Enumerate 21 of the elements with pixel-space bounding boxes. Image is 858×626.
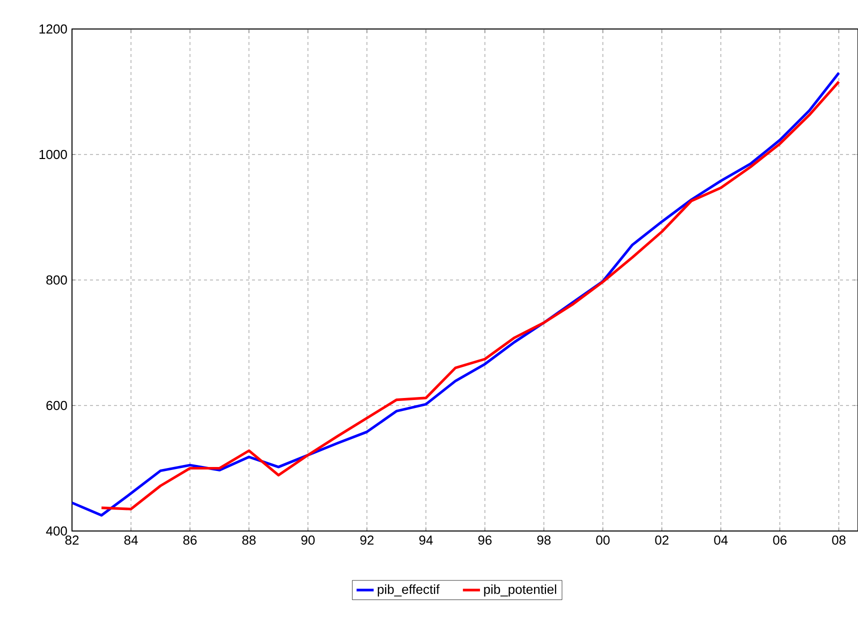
x-tick-label: 84 xyxy=(124,536,138,545)
x-tick-label: 92 xyxy=(360,536,374,545)
x-tick-label: 90 xyxy=(301,536,315,545)
y-tick-label: 800 xyxy=(46,275,67,285)
x-tick-label: 82 xyxy=(65,536,79,545)
x-tick-label: 08 xyxy=(832,536,846,545)
legend-label: pib_effectif xyxy=(378,584,440,597)
y-tick-label: 1200 xyxy=(40,24,67,34)
y-tick-label: 1000 xyxy=(40,150,67,160)
x-tick-label: 98 xyxy=(537,536,551,545)
x-tick-label: 94 xyxy=(419,536,433,545)
x-tick-label: 88 xyxy=(242,536,256,545)
y-tick-label: 400 xyxy=(46,526,67,536)
legend-label: pib_potentiel xyxy=(484,584,556,597)
y-tick-label: 600 xyxy=(46,400,67,410)
x-tick-label: 96 xyxy=(478,536,492,545)
x-tick-label: 02 xyxy=(655,536,668,545)
x-tick-label: 04 xyxy=(714,536,728,545)
x-tick-label: 86 xyxy=(183,536,197,545)
x-tick-label: 00 xyxy=(596,536,610,545)
x-tick-label: 06 xyxy=(773,536,787,545)
